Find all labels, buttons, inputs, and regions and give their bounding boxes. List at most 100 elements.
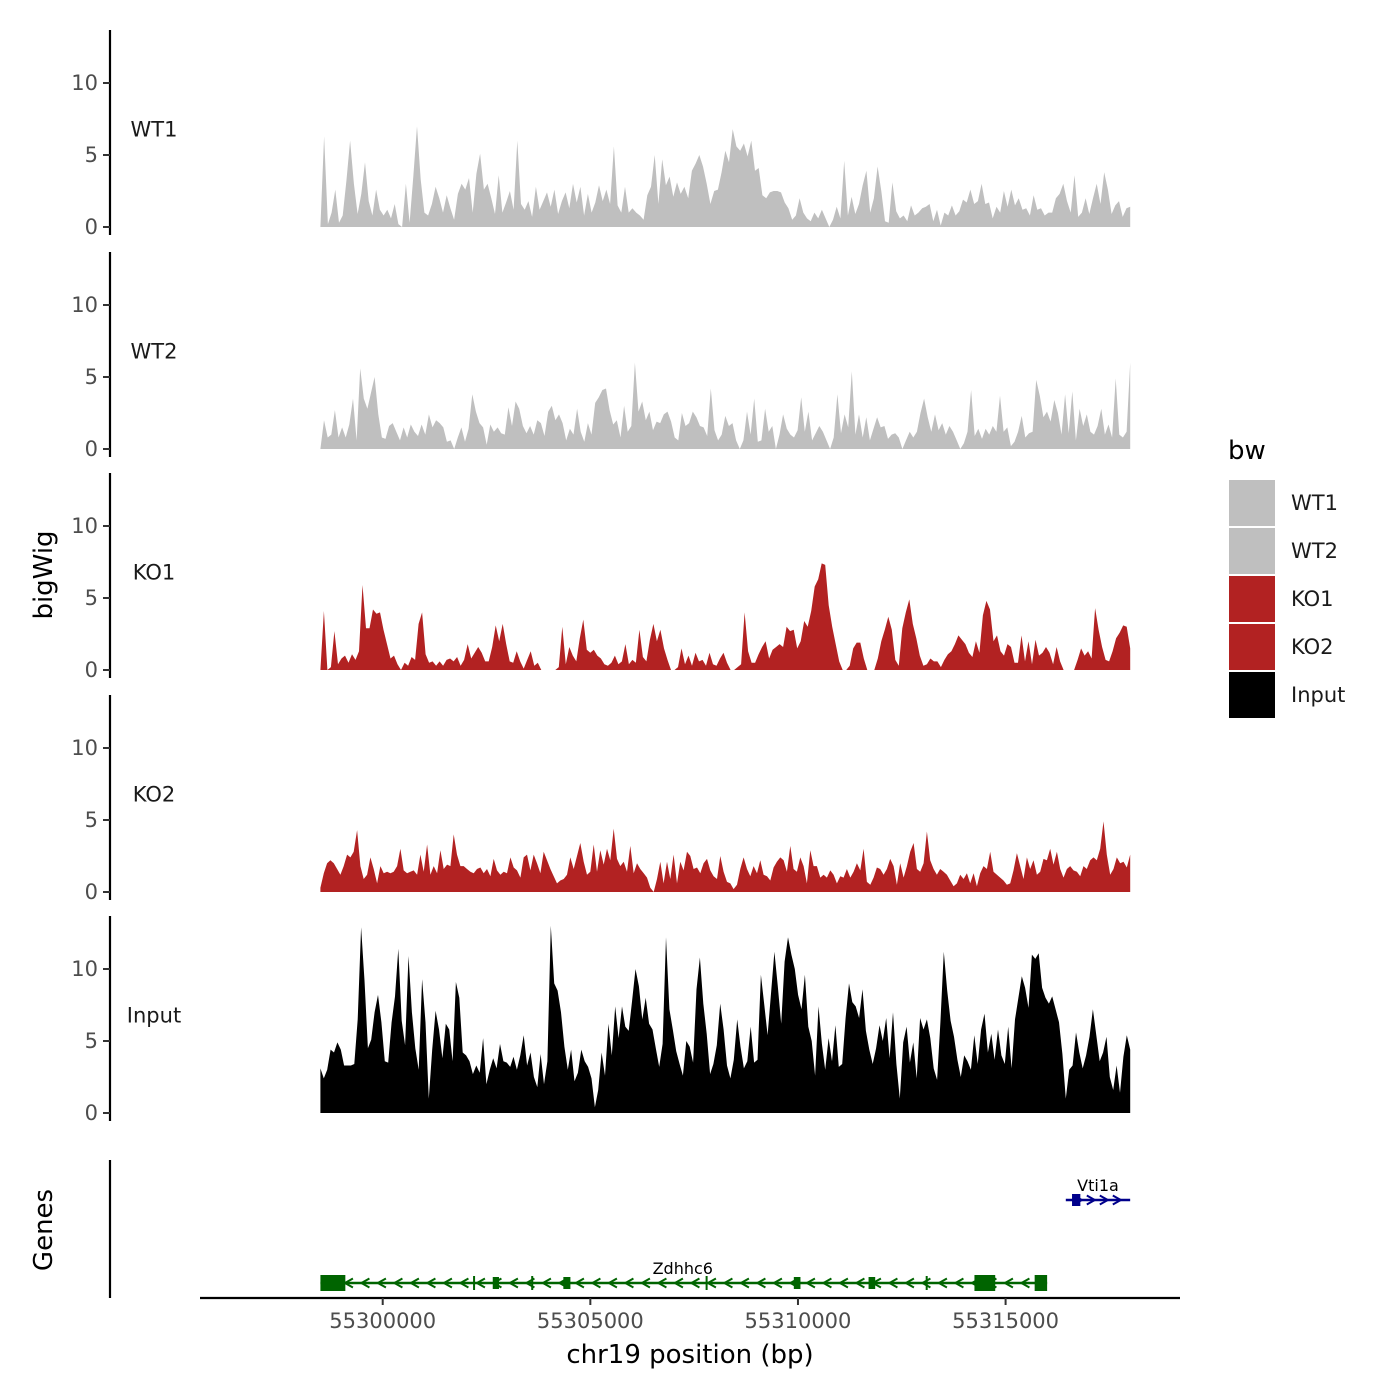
exon xyxy=(492,1277,499,1289)
y-tick-label: 10 xyxy=(71,514,98,538)
strand-arrow xyxy=(1112,1194,1123,1206)
strand-arrow xyxy=(425,1277,436,1289)
y-tick-label: 0 xyxy=(85,880,98,904)
y-tick-label: 0 xyxy=(85,658,98,682)
strand-arrow xyxy=(837,1277,849,1289)
exon xyxy=(974,1275,996,1291)
coverage-area-input xyxy=(320,925,1131,1113)
gene-label: Vti1a xyxy=(1077,1176,1119,1195)
strand-arrow xyxy=(755,1277,766,1289)
strand-arrow xyxy=(507,1277,519,1289)
strand-arrow xyxy=(887,1277,898,1289)
legend-swatch xyxy=(1229,480,1275,526)
y-tick-label: 0 xyxy=(85,215,98,239)
strand-arrow xyxy=(1099,1194,1110,1206)
strand-arrow xyxy=(936,1277,948,1289)
strand-arrow xyxy=(672,1277,684,1289)
exon xyxy=(1034,1275,1048,1291)
strand-arrow xyxy=(441,1277,453,1289)
legend-swatch xyxy=(1229,576,1275,622)
x-axis: 55300000 55305000 55310000 55315000 xyxy=(200,1296,1180,1333)
strand-arrow xyxy=(920,1277,931,1289)
strand-arrow xyxy=(953,1277,964,1289)
legend-label: KO1 xyxy=(1291,587,1334,611)
track-label: KO2 xyxy=(133,782,176,806)
legend-label: KO2 xyxy=(1291,635,1334,659)
strand-arrow xyxy=(1086,1194,1097,1206)
y-axis-title: bigWig xyxy=(29,530,59,619)
x-tick-label: 55305000 xyxy=(537,1309,644,1333)
strand-arrow xyxy=(606,1277,618,1289)
bigwig-tracks: 0 5 10 WT1 0 5 10 WT2 0 5 10 KO1 0 5 10 KO2 0 5 10 Input xyxy=(71,30,1131,1125)
legend-swatch xyxy=(1229,624,1275,670)
coverage-area-wt2 xyxy=(320,362,1131,449)
strand-arrow xyxy=(590,1277,601,1289)
legend: bw WT1 WT2 KO1 KO2 Input xyxy=(1228,436,1345,718)
y-tick-label: 10 xyxy=(71,293,98,317)
legend-swatch xyxy=(1229,672,1275,718)
coverage-area-ko1 xyxy=(320,563,1131,670)
legend-title: bw xyxy=(1228,436,1266,466)
y-tick-label: 5 xyxy=(85,586,98,610)
strand-arrow xyxy=(656,1277,667,1289)
strand-arrow xyxy=(458,1277,469,1289)
x-tick-label: 55315000 xyxy=(952,1309,1059,1333)
strand-arrow xyxy=(540,1277,552,1289)
strand-arrow xyxy=(738,1277,750,1289)
y-tick-label: 0 xyxy=(85,1101,98,1125)
legend-label: Input xyxy=(1291,683,1345,707)
track-label: Input xyxy=(127,1003,181,1027)
gene-label: Zdhhc6 xyxy=(653,1259,713,1278)
track-label: KO1 xyxy=(133,560,176,584)
y-tick-label: 10 xyxy=(71,957,98,981)
y-tick-label: 10 xyxy=(71,736,98,760)
legend-label: WT1 xyxy=(1291,491,1338,515)
gene-vti1a: Vti1a xyxy=(1065,1176,1131,1206)
y-tick-label: 5 xyxy=(85,143,98,167)
y-tick-label: 5 xyxy=(85,1029,98,1053)
legend-label: WT2 xyxy=(1291,539,1338,563)
x-tick-label: 55310000 xyxy=(745,1309,852,1333)
genes-axis-title: Genes xyxy=(29,1189,59,1271)
track-wt2: 0 5 10 WT2 xyxy=(71,252,1131,461)
strand-arrow xyxy=(821,1277,832,1289)
strand-arrow xyxy=(689,1277,700,1289)
strand-arrow xyxy=(408,1277,420,1289)
exon xyxy=(320,1275,346,1291)
track-ko1: 0 5 10 KO1 xyxy=(71,473,1131,682)
exon xyxy=(868,1277,876,1289)
y-tick-label: 5 xyxy=(85,365,98,389)
strand-arrow xyxy=(639,1277,651,1289)
gene-track: Zdhhc6 Vti1a xyxy=(108,1160,1131,1298)
strand-arrow xyxy=(392,1277,403,1289)
track-wt1: 0 5 10 WT1 xyxy=(71,30,1131,239)
track-input: 0 5 10 Input xyxy=(71,916,1131,1125)
strand-arrow xyxy=(705,1277,717,1289)
track-label: WT2 xyxy=(131,339,178,363)
strand-arrow xyxy=(573,1277,585,1289)
strand-arrow xyxy=(359,1277,370,1289)
track-ko2: 0 5 10 KO2 xyxy=(71,695,1131,904)
x-axis-title: chr19 position (bp) xyxy=(566,1340,813,1370)
y-tick-label: 0 xyxy=(85,437,98,461)
track-label: WT1 xyxy=(131,117,178,141)
exon xyxy=(793,1277,801,1289)
strand-arrow xyxy=(722,1277,733,1289)
x-tick-label: 55300000 xyxy=(329,1309,436,1333)
strand-arrow xyxy=(804,1277,816,1289)
y-tick-label: 10 xyxy=(71,71,98,95)
strand-arrow xyxy=(623,1277,634,1289)
gene-zdhhc6: Zdhhc6 xyxy=(320,1259,1048,1291)
legend-swatch xyxy=(1229,528,1275,574)
coverage-area-wt1 xyxy=(320,126,1131,227)
coverage-area-ko2 xyxy=(320,821,1131,892)
strand-arrow xyxy=(854,1277,865,1289)
exon xyxy=(1072,1194,1081,1206)
strand-arrow xyxy=(375,1277,387,1289)
strand-arrow xyxy=(903,1277,915,1289)
strand-arrow xyxy=(474,1277,486,1289)
strand-arrow xyxy=(1002,1277,1014,1289)
strand-arrow xyxy=(1019,1277,1030,1289)
y-tick-label: 5 xyxy=(85,808,98,832)
